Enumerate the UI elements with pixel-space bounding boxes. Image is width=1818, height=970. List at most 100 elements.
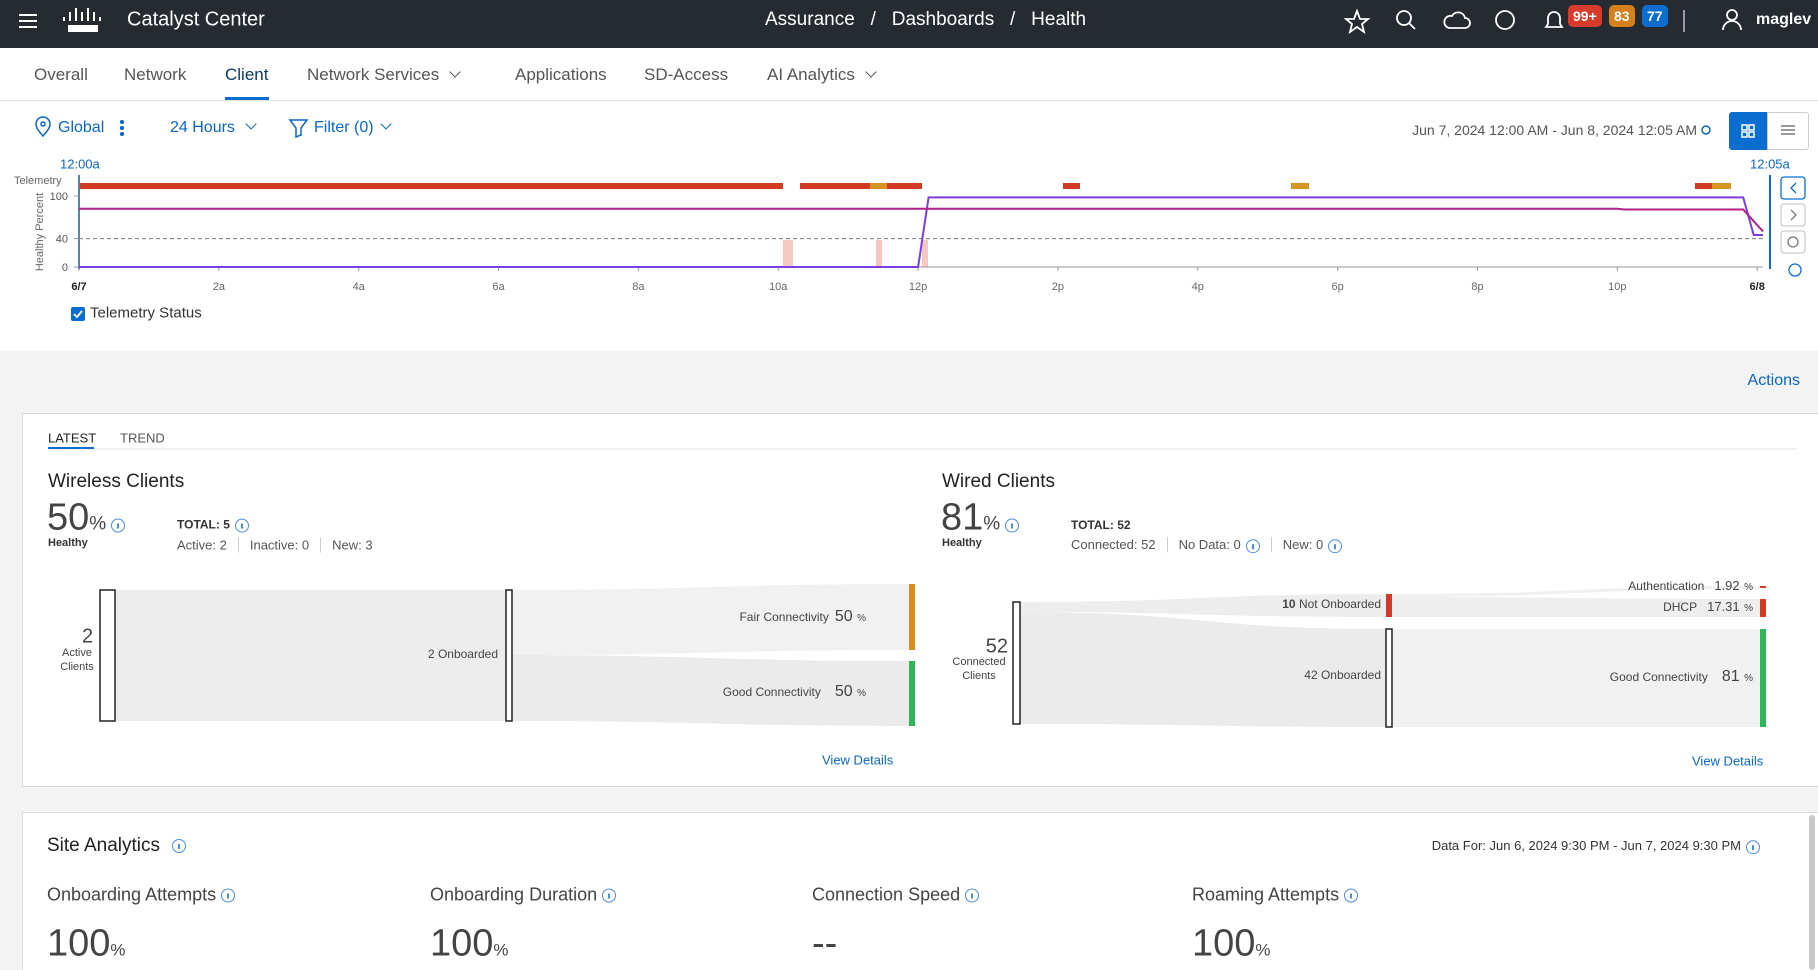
health-score: 81% [941, 496, 1020, 540]
flow-name: DHCP [1663, 600, 1698, 614]
crumb[interactable]: Assurance [765, 9, 855, 30]
stat: Active: 2 [177, 537, 227, 553]
timeline-controls[interactable] [1780, 176, 1806, 277]
tab-label: AI Analytics [767, 65, 855, 84]
info-icon[interactable] [1245, 538, 1260, 553]
health-score: 50% [47, 497, 126, 540]
x-tick-label: 2a [213, 281, 226, 293]
filter-icons[interactable] [35, 116, 1711, 139]
flow-label: Good Connectivity 50 % [723, 683, 866, 701]
node-count: 10 [1282, 597, 1296, 611]
info-icon[interactable] [1344, 888, 1359, 903]
info-icon[interactable] [172, 838, 186, 853]
tab[interactable]: Applications [515, 65, 607, 84]
telemetry-checkbox[interactable] [71, 307, 85, 321]
top-bar [0, 0, 1818, 48]
timeline-chart: 0 40 100 6/7 2a 4a 6a 8a 10a 12p 2p 4p 6p 8p 10p 6/8 [50, 175, 1806, 321]
subtab[interactable]: LATEST [48, 430, 97, 446]
end-time: 12:05a [1750, 156, 1790, 172]
flow-label: DHCP 17.31 % [1663, 598, 1753, 616]
crumb-separator: / [870, 9, 876, 30]
flow-name: Good Connectivity [722, 685, 821, 699]
subtab[interactable]: TREND [120, 430, 165, 446]
view-icons [1741, 124, 1795, 138]
tab[interactable]: Client [225, 65, 269, 84]
x-tick-label: 6p [1332, 281, 1344, 293]
metric-number: 100 [1192, 922, 1256, 965]
health-status: Healthy [942, 537, 982, 549]
metric-name-text: Roaming Attempts [1192, 884, 1340, 905]
crumb[interactable]: Dashboards [891, 9, 995, 30]
actions-link[interactable]: Actions [1747, 372, 1800, 389]
info-icon[interactable] [111, 518, 126, 533]
tab[interactable]: Network Services [307, 65, 461, 85]
info-icon[interactable] [234, 518, 249, 533]
metric-value: 100% [1192, 923, 1271, 966]
hamburger-icon[interactable] [19, 14, 37, 28]
tab[interactable]: Network [124, 65, 187, 84]
filter-button[interactable]: Filter (0) [314, 118, 392, 137]
grid-view-button[interactable] [1729, 112, 1767, 150]
telemetry-status [79, 183, 1731, 267]
y-tick-label: 100 [50, 191, 68, 203]
time-range[interactable]: 24 Hours [170, 118, 257, 137]
flow-unit: % [857, 688, 866, 699]
info-icon[interactable] [1005, 518, 1020, 533]
x-tick-label: 6a [492, 281, 505, 293]
info-icon[interactable] [1746, 839, 1760, 854]
x-tick-label: 8p [1471, 281, 1483, 293]
stat: Inactive: 0 [237, 537, 310, 553]
list-view-button[interactable] [1767, 112, 1809, 150]
legend-label: Telemetry Status [90, 304, 202, 322]
node-count: 2 [82, 625, 94, 648]
score-value: 81 [941, 496, 984, 539]
metric-value: 100% [47, 923, 126, 966]
info-icon[interactable] [1328, 538, 1343, 553]
total: TOTAL: 5 [177, 518, 249, 533]
metric-value: -- [812, 923, 837, 966]
filter-label: Filter (0) [314, 119, 374, 136]
score-unit: % [89, 513, 107, 535]
view-details-link[interactable]: View Details [1692, 753, 1764, 769]
tab-bar [0, 48, 1818, 101]
header-icons[interactable] [1343, 8, 1742, 35]
node-label: 42 Onboarded [1304, 668, 1381, 682]
tab[interactable]: Overall [34, 65, 88, 84]
node-label: 10 Not Onboarded [1282, 597, 1381, 611]
view-details-link[interactable]: View Details [822, 752, 894, 768]
tab-label: Network Services [307, 65, 440, 84]
metric-number: 100 [47, 922, 111, 965]
data-for-text: Data For: Jun 6, 2024 9:30 PM - Jun 7, 2… [1431, 838, 1741, 854]
start-time: 12:00a [60, 156, 100, 172]
health-line [79, 196, 1763, 268]
y-axis-title: Healthy Percent [34, 192, 46, 272]
date-range: Jun 7, 2024 12:00 AM - Jun 8, 2024 12:05… [1412, 122, 1697, 138]
data-for: Data For: Jun 6, 2024 9:30 PM - Jun 7, 2… [1432, 838, 1760, 854]
flow-value: 50 [834, 683, 853, 700]
user-name[interactable]: maglev [1756, 11, 1812, 28]
info-icon[interactable] [221, 888, 236, 903]
metric-name-text: Onboarding Duration [430, 884, 598, 905]
flow-name: Fair Connectivity [739, 610, 829, 624]
badge-warning[interactable]: 83 [1609, 5, 1635, 27]
location-filter[interactable]: Global [58, 119, 105, 136]
stat: New: 3 [320, 537, 373, 553]
flow-value: 50 [834, 608, 853, 625]
product-name: Catalyst Center [127, 8, 265, 31]
tab[interactable]: SD-Access [644, 65, 729, 84]
section-title: Site Analytics [47, 835, 186, 857]
checkmark [73, 310, 83, 319]
y-tick-label: 0 [62, 262, 68, 274]
badge-info[interactable]: 77 [1642, 5, 1668, 27]
x-tick-label: 10p [1608, 281, 1626, 293]
metric-unit: % [493, 940, 509, 960]
badge-critical[interactable]: 99+ [1568, 5, 1602, 27]
metric-name: Roaming Attempts [1192, 884, 1359, 906]
info-icon[interactable] [602, 888, 617, 903]
tab[interactable]: AI Analytics [767, 65, 877, 85]
info-icon[interactable] [965, 888, 980, 903]
telemetry-label: Telemetry [14, 175, 62, 187]
flow-unit: % [1744, 603, 1753, 614]
